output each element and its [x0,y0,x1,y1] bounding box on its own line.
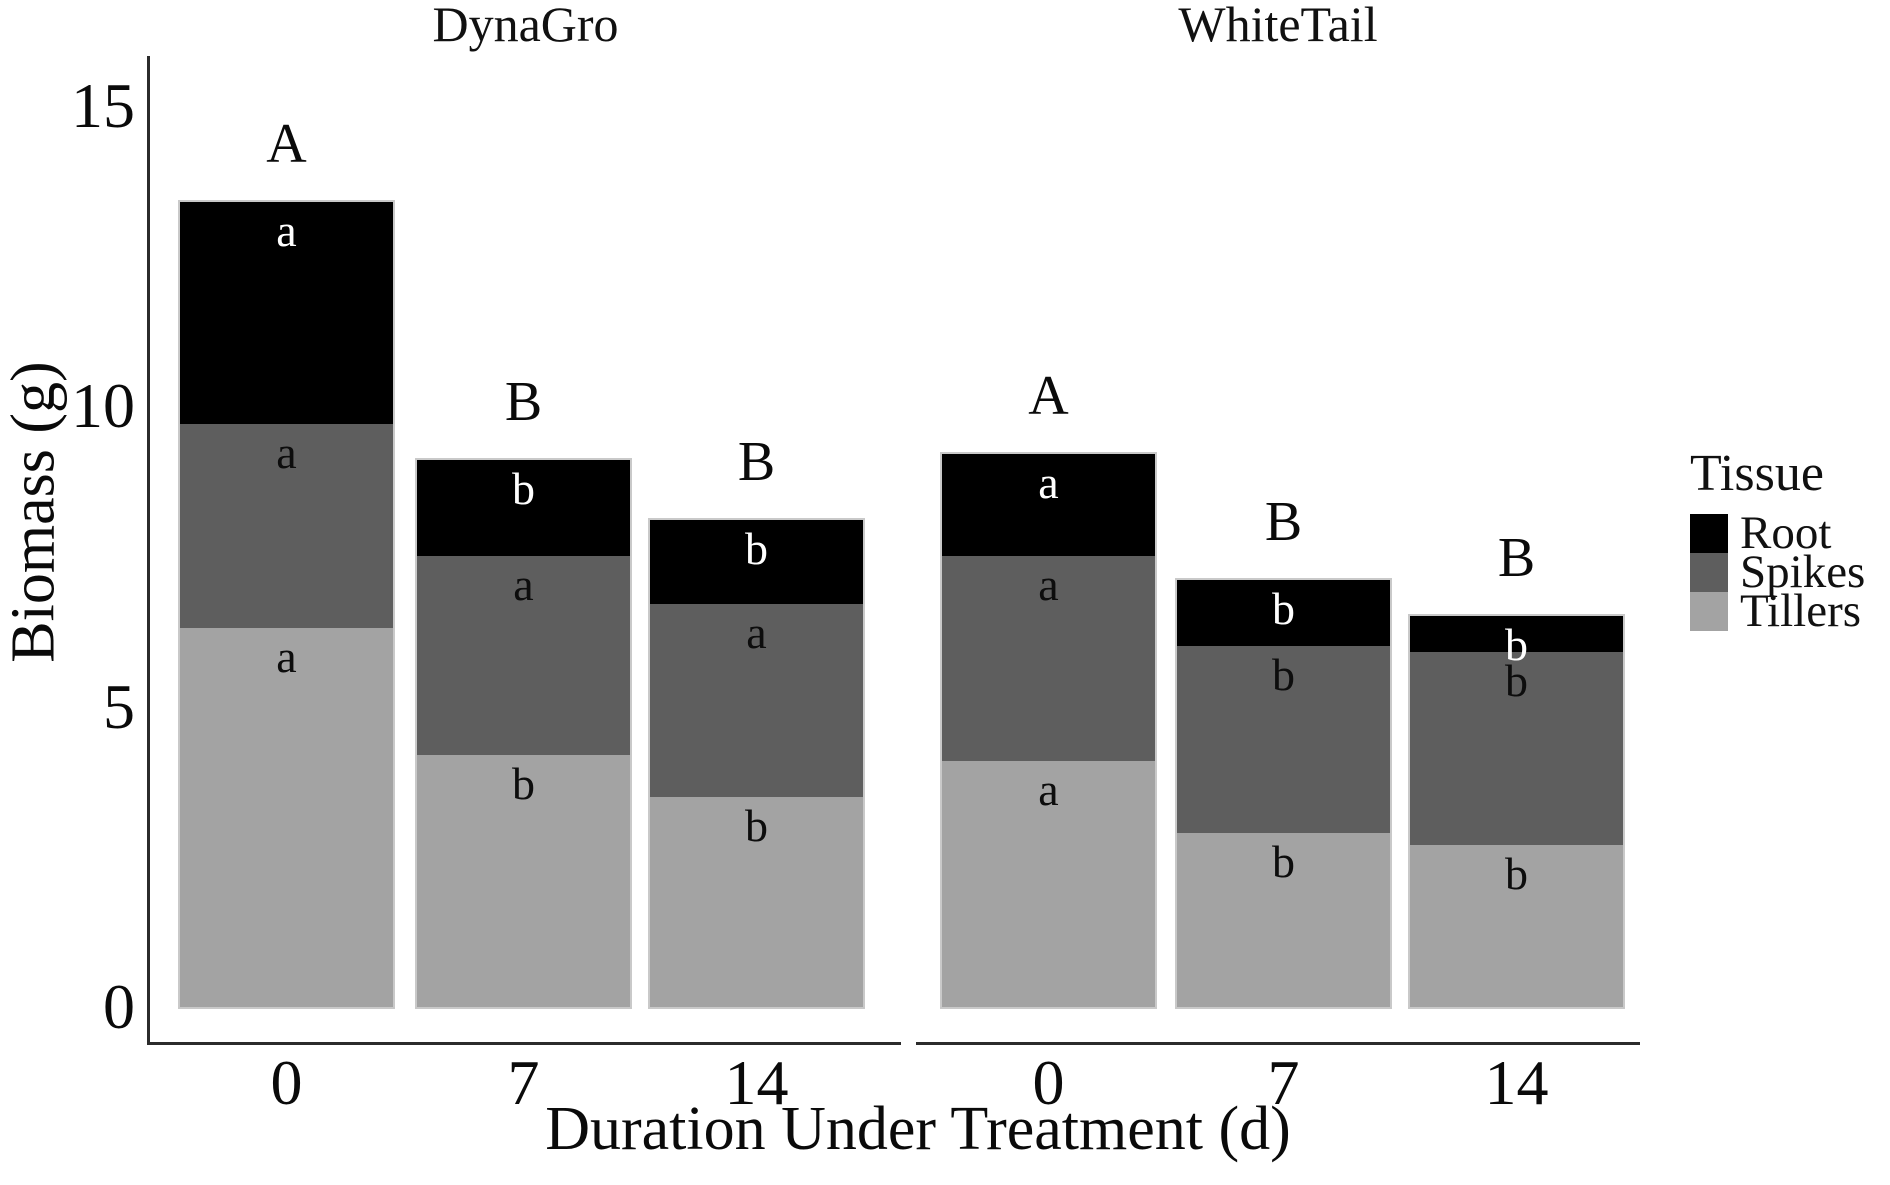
x-tick-label-dynagro-14: 14 [724,1047,789,1118]
facet-title-dynagro: DynaGro [432,0,619,52]
segment-tillers: a [942,760,1155,1007]
legend-entry-root: Root [1690,507,1890,559]
group-significance-letter: B [504,371,543,434]
segment-significance-letter: a [276,204,297,256]
segment-significance-letter: b [1505,655,1528,707]
y-axis-line [147,56,150,1045]
spikes-swatch-icon [1690,553,1728,592]
x-tick-label-dynagro-0: 0 [270,1047,303,1118]
segment-significance-letter: b [512,463,535,515]
y-tick-label-5: 5 [103,670,135,742]
group-significance-letter: A [1028,365,1069,428]
segment-significance-letter: b [1272,649,1295,701]
segment-significance-letter: a [1038,763,1059,815]
segment-spikes: b [1177,646,1390,833]
segment-significance-letter: a [746,607,767,659]
segment-tillers: b [1410,844,1623,1007]
segment-root: b [417,460,630,557]
x-tick-label-whitetail-7: 7 [1267,1047,1300,1118]
y-tick-label-0: 0 [103,971,135,1042]
segment-tillers: b [650,796,863,1007]
bar-dynagro-0d: a a a [178,199,395,1009]
segment-root: a [942,454,1155,557]
y-tick-label-15: 15 [71,69,135,141]
segment-significance-letter: a [276,427,297,479]
segment-tillers: b [1177,832,1390,1007]
segment-spikes: a [417,556,630,755]
x-axis-line-left-panel [148,1042,901,1045]
segment-significance-letter: b [745,799,768,851]
segment-root: b [1177,580,1390,647]
group-significance-letter: B [1497,527,1536,590]
group-significance-letter: B [1264,491,1303,554]
segment-significance-letter: a [1038,457,1059,509]
legend-entry-spikes: Spikes [1690,546,1890,598]
segment-tillers: b [417,754,630,1007]
segment-spikes: a [180,424,393,629]
group-significance-letter: A [266,112,307,175]
x-tick-label-whitetail-14: 14 [1484,1047,1549,1118]
legend-label-tillers: Tillers [1740,585,1862,637]
y-tick-label-10: 10 [71,370,135,441]
segment-significance-letter: a [1038,559,1059,611]
segment-significance-letter: b [1272,583,1295,635]
segment-significance-letter: b [1505,847,1528,899]
tillers-swatch-icon [1690,592,1728,631]
legend-entry-tillers: Tillers [1690,585,1890,637]
segment-spikes: a [650,604,863,797]
x-axis-line-right-panel [916,1042,1640,1045]
x-axis-title: Duration Under Treatment (d) [545,1095,1291,1163]
segment-significance-letter: b [512,757,535,809]
x-tick-label-whitetail-0: 0 [1032,1047,1065,1118]
segment-root: a [180,201,393,425]
group-significance-letter: B [737,431,776,494]
legend-title: Tissue [1690,445,1824,502]
segment-significance-letter: b [1505,619,1528,671]
segment-root: b [650,520,863,605]
segment-root: b [1410,616,1623,670]
legend: Tissue Root Spikes Tillers [1690,445,1890,637]
segment-significance-letter: a [513,559,534,611]
facet-title-whitetail: WhiteTail [1178,0,1378,52]
root-swatch-icon [1690,514,1728,553]
segment-tillers: a [180,628,393,1007]
segment-significance-letter: a [276,631,297,683]
segment-spikes: a [942,556,1155,761]
legend-label-spikes: Spikes [1740,546,1866,598]
segment-significance-letter: b [745,523,768,575]
segment-significance-letter: b [1272,835,1295,887]
segment-spikes: b [1410,652,1623,845]
x-tick-label-dynagro-7: 7 [507,1047,540,1118]
legend-label-root: Root [1740,507,1832,559]
